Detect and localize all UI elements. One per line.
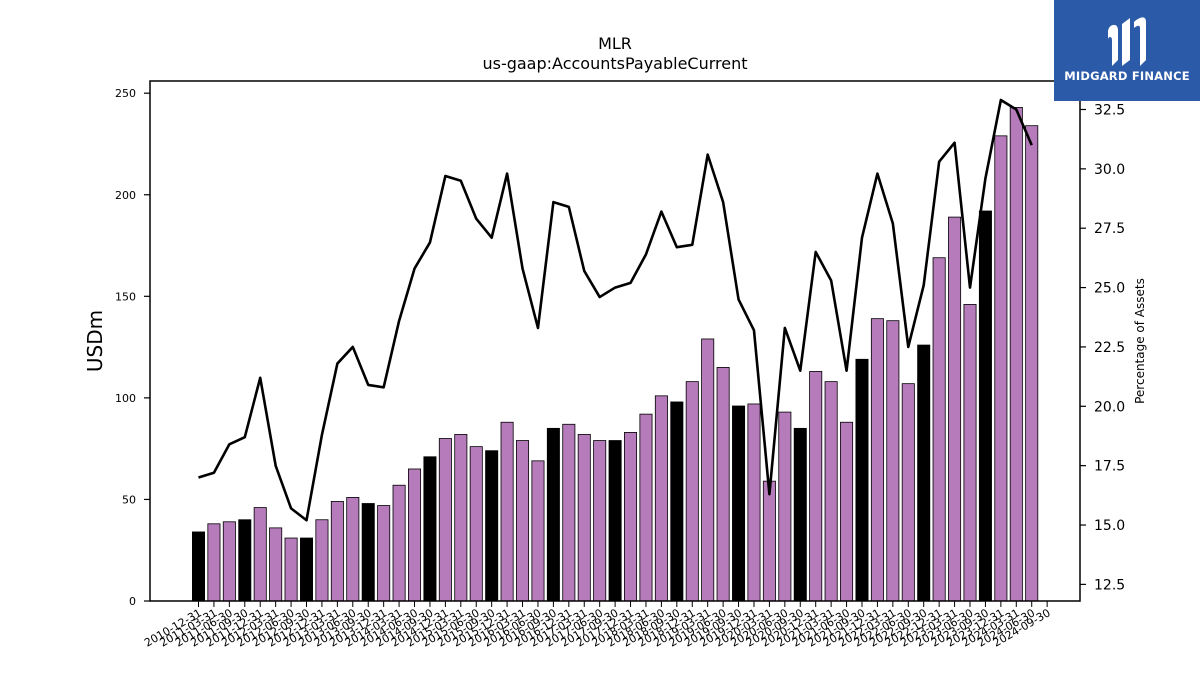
- y-tick-label: 50: [122, 493, 136, 506]
- bar: [238, 519, 252, 602]
- x-axis: 2010-12-312011-03-312011-06-302011-09-30…: [142, 601, 1053, 650]
- y2-tick-label: 12.5: [1094, 577, 1125, 593]
- bar: [531, 460, 545, 602]
- bar: [438, 438, 452, 602]
- bar: [870, 318, 884, 602]
- bar: [222, 521, 236, 602]
- chart-title: MLR: [598, 34, 632, 53]
- bar: [392, 484, 406, 602]
- bar: [932, 257, 946, 602]
- bar: [840, 421, 854, 602]
- bar: [670, 401, 684, 602]
- y-tick-label: 0: [129, 595, 136, 608]
- bar: [732, 405, 746, 602]
- bar: [963, 304, 977, 602]
- bar: [778, 411, 792, 602]
- bar: [685, 381, 699, 602]
- bar: [701, 338, 715, 602]
- bar: [423, 456, 437, 602]
- y2-tick-label: 30.0: [1094, 162, 1125, 178]
- y2-tick-label: 22.5: [1094, 340, 1125, 356]
- y2-tick-label: 17.5: [1094, 459, 1125, 475]
- bar: [948, 216, 962, 602]
- right-axis: 12.5 15.0 17.5 20.0 22.5 25.0 27.5 30.0 32.5: [1080, 102, 1125, 593]
- midgard-finance-logo: MIDGARD FINANCE: [1054, 0, 1200, 101]
- y-tick-label: 200: [115, 189, 136, 202]
- y-tick-label: 250: [115, 87, 136, 100]
- y-tick-label: 100: [115, 392, 136, 405]
- logo-text: MIDGARD FINANCE: [1064, 69, 1190, 83]
- bar: [886, 320, 900, 602]
- bar: [485, 450, 499, 602]
- bar: [793, 427, 807, 602]
- bar: [1025, 125, 1039, 602]
- bar: [500, 421, 514, 602]
- bar: [207, 523, 221, 602]
- bar: [901, 383, 915, 602]
- bar: [809, 371, 823, 602]
- bar: [654, 395, 668, 602]
- bar: [330, 501, 344, 602]
- y2-axis-label: Percentage of Assets: [1133, 278, 1147, 404]
- bar: [747, 403, 761, 602]
- bar: [315, 519, 329, 602]
- logo-mark-icon: [1108, 17, 1146, 66]
- bar: [346, 497, 360, 602]
- bar: [191, 531, 205, 602]
- chart-subtitle: us-gaap:AccountsPayableCurrent: [482, 54, 747, 73]
- line-layer: [198, 98, 1033, 522]
- y2-tick-label: 25.0: [1094, 281, 1125, 297]
- y2-tick-label: 32.5: [1094, 102, 1125, 118]
- bar: [516, 440, 530, 602]
- bar: [824, 381, 838, 602]
- y2-tick-label: 15.0: [1094, 518, 1125, 534]
- bar: [454, 434, 468, 602]
- bar: [361, 503, 375, 602]
- bar: [978, 210, 992, 602]
- bar: [917, 344, 931, 602]
- bar: [269, 527, 283, 602]
- bar: [593, 440, 607, 602]
- bar: [855, 358, 869, 602]
- bar: [639, 413, 653, 602]
- y-axis-label: USDm: [83, 310, 107, 372]
- bar: [300, 537, 314, 602]
- percentage-line: [198, 98, 1033, 522]
- bar: [377, 505, 391, 602]
- y-tick-label: 150: [115, 290, 136, 303]
- bar: [562, 423, 576, 602]
- y2-tick-label: 20.0: [1094, 399, 1125, 415]
- bar: [408, 468, 422, 602]
- bar: [469, 446, 483, 602]
- bar: [624, 432, 638, 602]
- bar: [546, 427, 560, 602]
- bar: [253, 507, 267, 602]
- bar: [762, 480, 776, 602]
- bar: [608, 440, 622, 602]
- bar: [577, 434, 591, 602]
- bars-layer: [191, 107, 1039, 602]
- left-axis: 0 50 100 150 200 250: [115, 87, 150, 608]
- bar: [284, 537, 298, 602]
- bar: [716, 367, 730, 602]
- y2-tick-label: 27.5: [1094, 221, 1125, 237]
- bar: [1009, 107, 1023, 602]
- bar: [994, 135, 1008, 602]
